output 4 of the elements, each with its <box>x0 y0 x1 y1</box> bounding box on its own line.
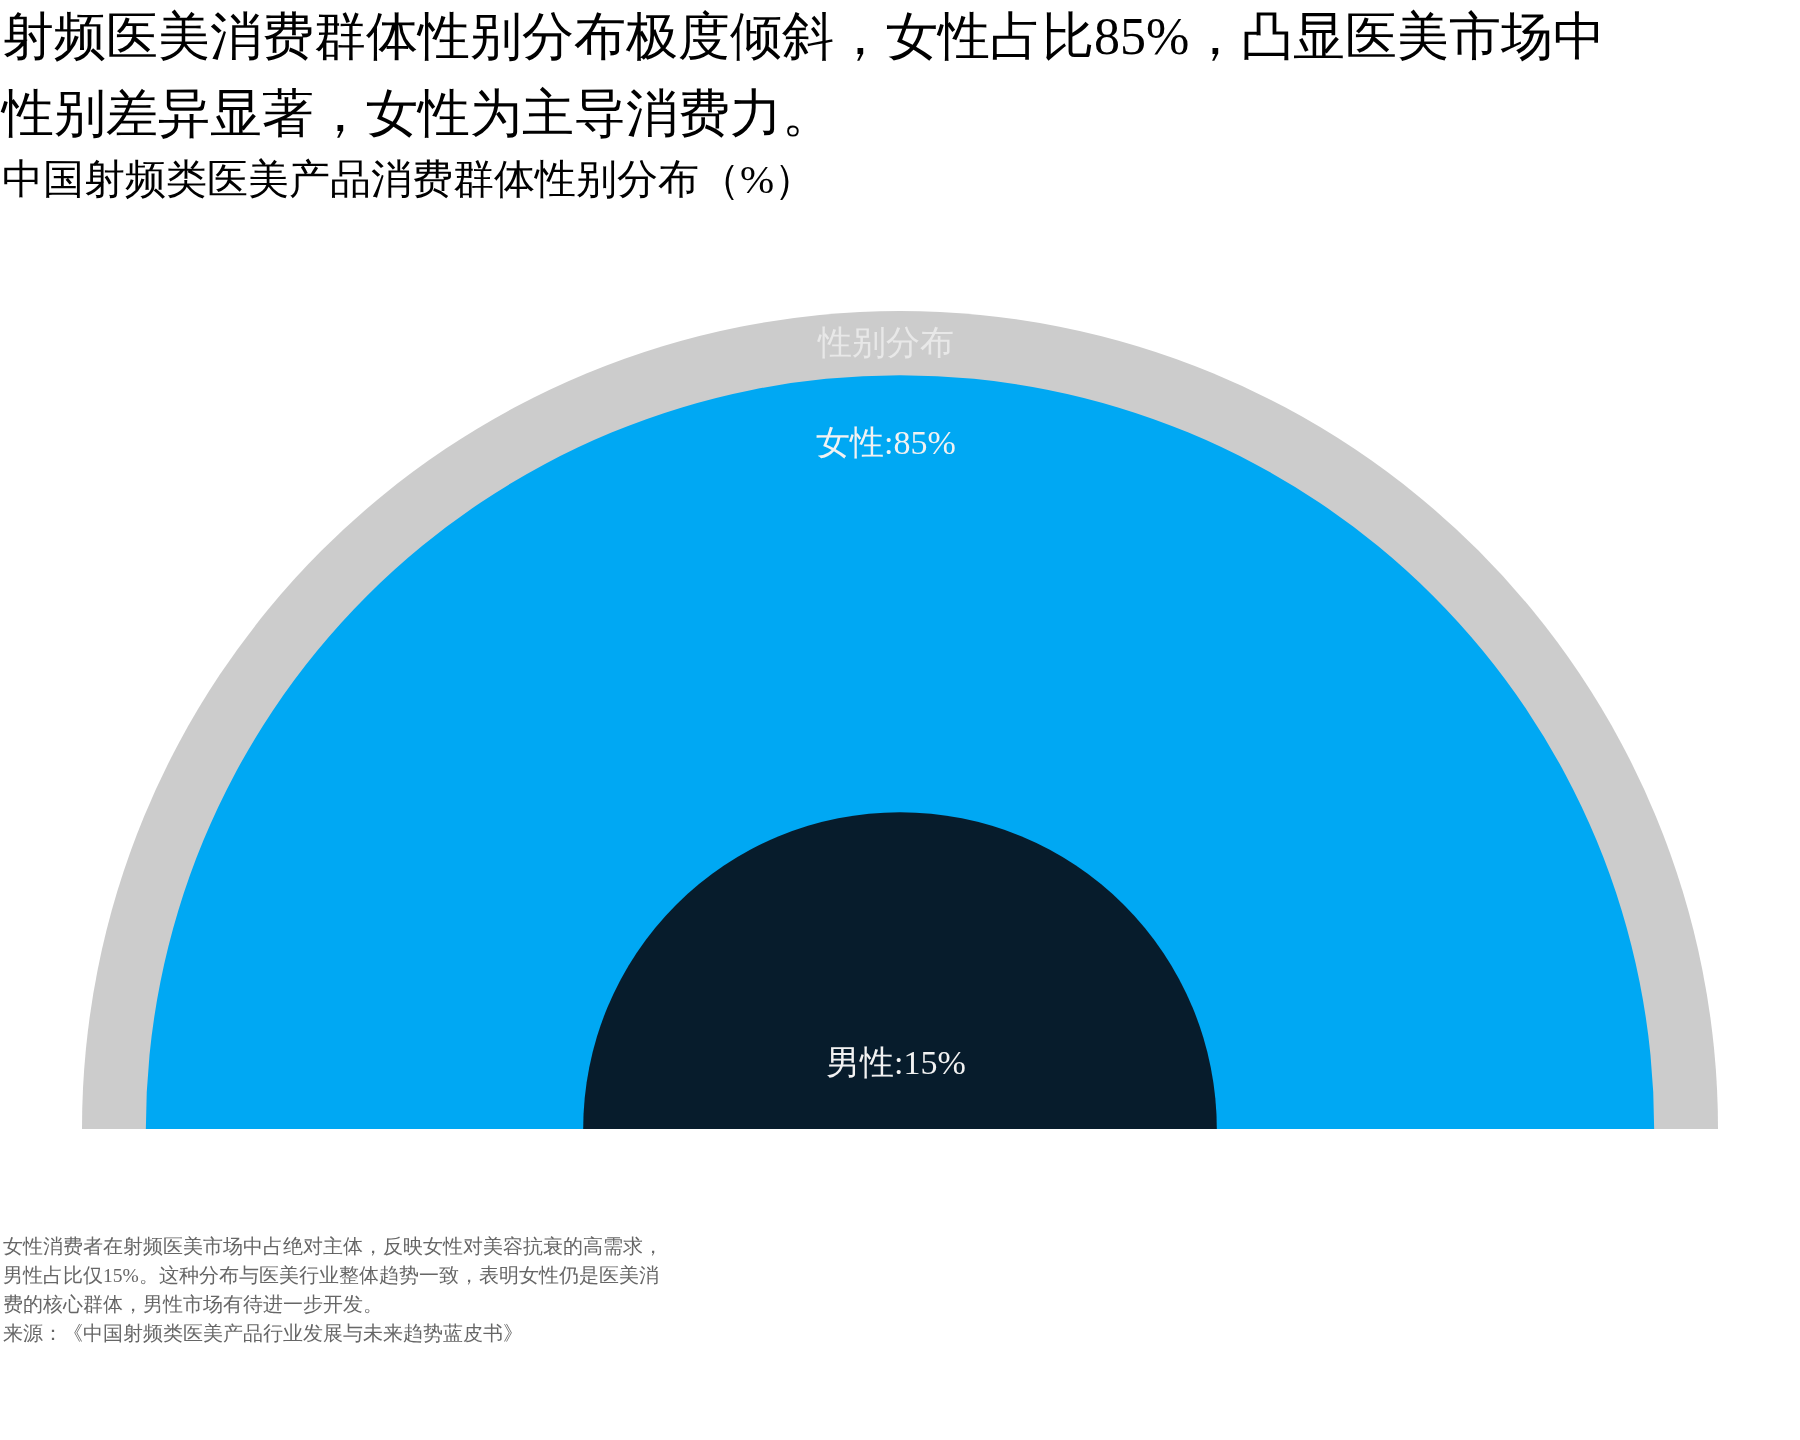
source-note: 来源：《中国射频类医美产品行业发展与未来趋势蓝皮书》 <box>3 1322 524 1346</box>
text: 中国射频类医美产品消费群体性别分布（%） <box>2 155 816 204</box>
text: 女性消费者在射频医美市场中占绝对主体，反映女性对美容抗衰的高需求，男性占比仅15%。这种分布与医美行业整体趋势一致，表明女性仍是医美消费的核心群体，男性市场有待进一步开发。 <box>3 1235 664 1317</box>
text: 射频医美消费群体性别分布极度倾斜，女性占比85%，凸显医美市场中性别差异显著，女性为主导消费力。 <box>2 7 1607 144</box>
